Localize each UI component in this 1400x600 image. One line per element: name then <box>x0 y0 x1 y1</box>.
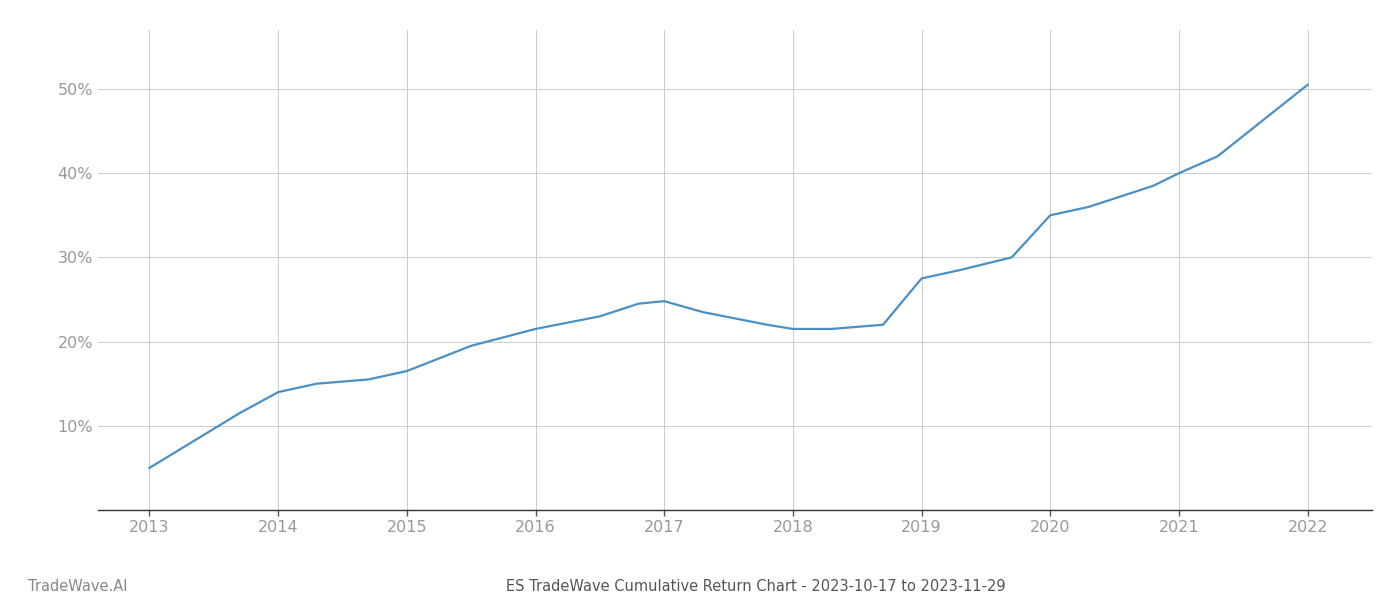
Text: ES TradeWave Cumulative Return Chart - 2023-10-17 to 2023-11-29: ES TradeWave Cumulative Return Chart - 2… <box>507 579 1005 594</box>
Text: TradeWave.AI: TradeWave.AI <box>28 579 127 594</box>
